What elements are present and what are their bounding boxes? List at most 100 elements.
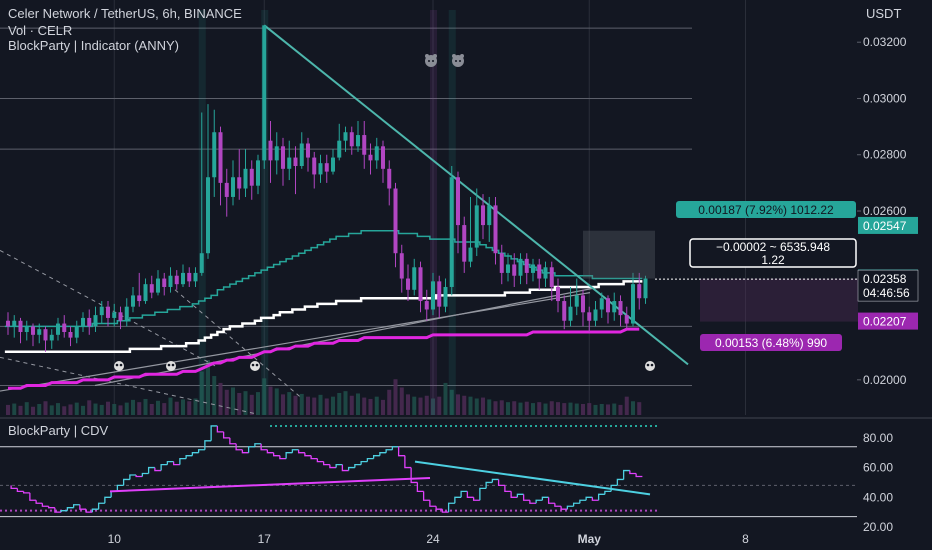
candle — [268, 120, 273, 183]
candle-body — [499, 253, 504, 273]
skull-head — [166, 361, 176, 371]
candle-body — [274, 146, 279, 161]
volume-bar — [618, 404, 623, 415]
cdv-step-segment — [179, 457, 187, 465]
cdv-step-segment — [397, 446, 405, 457]
cdv-step-segment — [185, 455, 193, 459]
candle — [512, 253, 517, 287]
volume-bar — [574, 403, 579, 415]
candle-body — [537, 264, 542, 279]
cdv-step-segment — [335, 463, 343, 468]
volume-bar — [56, 403, 60, 415]
candle — [74, 320, 79, 344]
cdv-step-segment — [197, 449, 205, 453]
skull-eye — [167, 363, 171, 367]
skull-marker-icon — [645, 361, 655, 371]
candle-body — [93, 315, 98, 327]
candle-body — [431, 281, 435, 310]
cdv-step-segment — [241, 449, 249, 454]
candle-body — [418, 267, 423, 302]
cdv-step-segment — [516, 493, 524, 498]
bear-eye — [432, 60, 434, 62]
cdv-step-segment — [497, 479, 505, 487]
volume-bar — [12, 403, 17, 415]
ascending-trendline — [94, 286, 601, 387]
candle — [593, 301, 598, 327]
candle-body — [124, 306, 129, 321]
candle — [156, 270, 160, 296]
candle — [443, 278, 448, 313]
volume-bar — [506, 402, 510, 415]
volume-bar — [443, 382, 448, 415]
cdv-step-segment — [572, 502, 580, 507]
cdv-step-segment — [85, 509, 93, 513]
volume-bar — [237, 393, 242, 415]
cdv-step-segment — [97, 502, 105, 510]
candle-body — [468, 247, 473, 262]
candle — [356, 120, 360, 152]
skull-head — [645, 361, 655, 371]
bear-head — [425, 55, 437, 67]
candle — [274, 132, 279, 175]
cdv-step-segment — [254, 443, 262, 447]
volume-bar — [468, 396, 473, 415]
signal-highlight — [430, 10, 437, 415]
volume-bar — [256, 392, 260, 415]
cdv-step-segment — [635, 473, 643, 478]
candle — [349, 126, 354, 155]
price-level-label: 0.02207 — [863, 315, 907, 329]
cdv-step-segment — [279, 455, 287, 460]
candle — [249, 160, 254, 200]
candle — [174, 270, 179, 290]
candle-body — [337, 140, 342, 158]
cdv-step-segment — [372, 455, 380, 459]
white-step-line — [4, 280, 643, 353]
volume-bar — [49, 405, 54, 415]
cdv-step-segment — [54, 507, 62, 513]
candle-body — [324, 163, 329, 172]
measure-label-mid — [689, 238, 857, 268]
candle-body — [424, 301, 429, 310]
candle — [212, 109, 217, 197]
cdv-step-segment — [16, 488, 24, 493]
volume-bar — [624, 396, 629, 415]
cdv-step-segment — [347, 466, 355, 471]
candle-body — [12, 320, 17, 327]
candle-body — [131, 295, 135, 307]
candle-body — [449, 177, 454, 287]
candle-body — [568, 306, 573, 321]
skull-head — [250, 361, 260, 371]
candle-body — [299, 143, 304, 166]
cdv-step-segment — [41, 503, 49, 507]
volume-bar — [218, 382, 223, 415]
candle — [387, 160, 392, 206]
candle — [462, 216, 467, 273]
volume-bar — [349, 395, 354, 415]
candle-body — [212, 132, 217, 178]
volume-bar — [331, 396, 335, 415]
x-tick-label: 10 — [108, 532, 122, 546]
cdv-step-segment — [504, 485, 512, 493]
cdv-step-segment — [416, 482, 424, 493]
candle-body — [381, 146, 385, 169]
cdv-step-segment — [135, 475, 143, 478]
volume-bar — [387, 389, 392, 415]
volume-bar — [199, 371, 204, 415]
bear-marker-icon — [452, 54, 464, 67]
volume-bar — [424, 395, 429, 415]
volume-bar — [74, 402, 79, 415]
skull-eye — [255, 363, 259, 367]
candle-body — [199, 253, 204, 273]
candle — [474, 188, 479, 257]
cdv-y-tick-label: 40.00 — [863, 490, 893, 504]
candle-body — [624, 315, 629, 324]
candle — [624, 306, 629, 330]
candle — [243, 149, 248, 197]
candle-body — [162, 278, 167, 287]
volume-bar — [243, 391, 248, 415]
candle-body — [318, 163, 323, 175]
indicator-label: BlockParty | Indicator (ANNY) — [8, 38, 179, 53]
cdv-step-segment — [60, 510, 68, 513]
